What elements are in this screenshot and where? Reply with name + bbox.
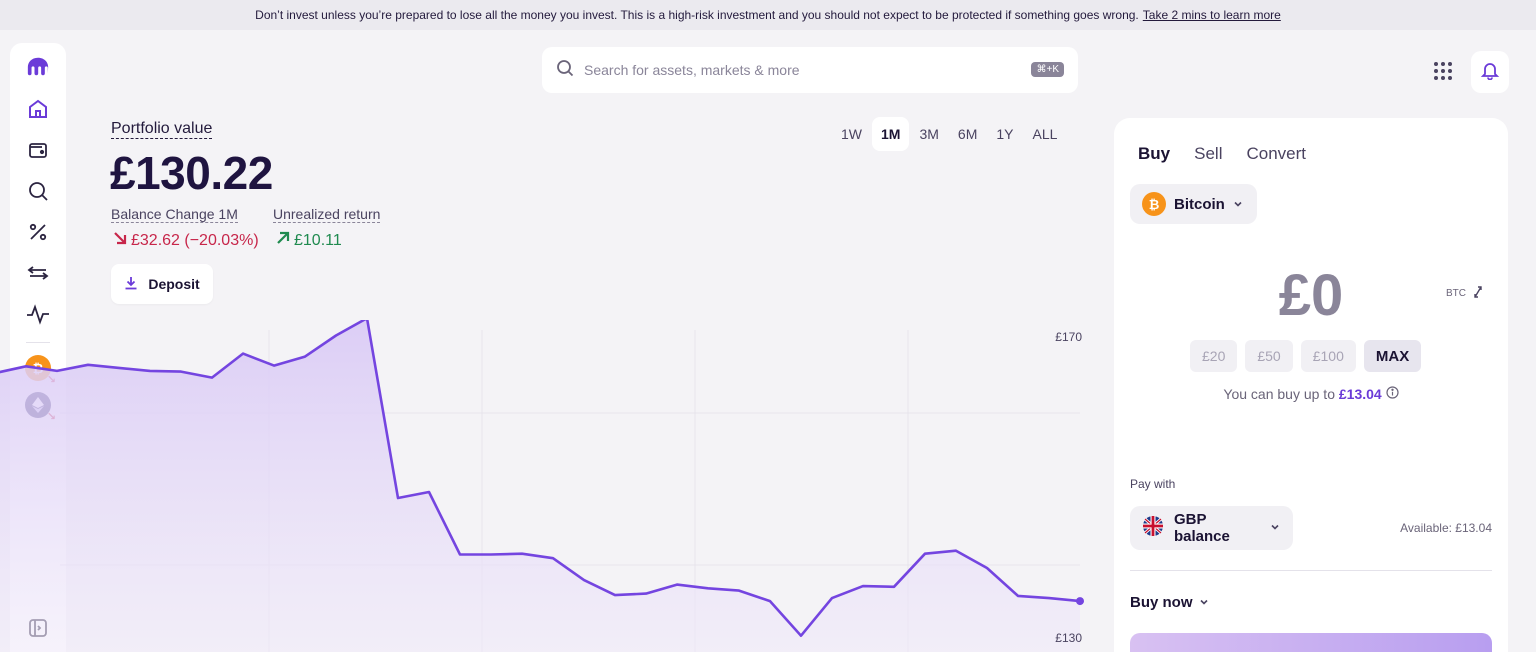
quick-amount-100-button[interactable]: £100 xyxy=(1300,340,1356,372)
info-icon[interactable] xyxy=(1385,386,1399,402)
activity-pulse-icon[interactable] xyxy=(26,302,50,326)
explore-search-icon[interactable] xyxy=(26,179,50,203)
range-1y[interactable]: 1Y xyxy=(996,126,1014,142)
unit-label: BTC xyxy=(1446,288,1466,299)
transfer-arrows-icon[interactable] xyxy=(26,261,50,285)
trend-down-icon xyxy=(113,231,127,250)
quick-amount-20-button[interactable]: £20 xyxy=(1190,340,1238,372)
buy-limit-amount: £13.04 xyxy=(1338,386,1382,402)
y-axis-label: £130 xyxy=(1055,631,1082,645)
deposit-button[interactable]: Deposit xyxy=(111,264,213,304)
panel-divider xyxy=(1130,570,1492,571)
search-input[interactable] xyxy=(584,62,1004,78)
bitcoin-icon: ₿ xyxy=(1142,192,1166,216)
home-icon[interactable] xyxy=(26,97,50,121)
balance-change-value: £32.62 (−20.03%) xyxy=(131,231,259,249)
range-all[interactable]: ALL xyxy=(1032,126,1058,142)
range-3m[interactable]: 3M xyxy=(919,126,939,142)
range-6m[interactable]: 6M xyxy=(957,126,978,142)
time-range-selector: 1W 1M 3M 6M 1Y ALL xyxy=(832,117,1067,151)
pay-with-label: Pay with xyxy=(1130,477,1176,491)
trend-up-icon xyxy=(276,231,290,250)
download-icon xyxy=(124,276,138,293)
pay-method-label: GBP balance xyxy=(1174,511,1230,545)
unrealized-return: £10.11 xyxy=(276,231,342,250)
apps-grid-icon[interactable] xyxy=(1432,60,1454,82)
balance-change-label[interactable]: Balance Change 1M xyxy=(111,206,238,223)
chevron-down-icon xyxy=(1269,520,1281,537)
kraken-logo-icon[interactable] xyxy=(26,54,50,78)
bell-icon xyxy=(1480,60,1500,85)
portfolio-chart: £170 £130 xyxy=(0,320,1084,652)
available-balance: Available: £13.04 xyxy=(1400,521,1492,535)
quick-amount-max-button[interactable]: MAX xyxy=(1363,340,1422,372)
chart-current-point xyxy=(1076,597,1084,606)
tab-buy[interactable]: Buy xyxy=(1138,144,1171,163)
chart-area xyxy=(0,320,1080,652)
pay-method-selector[interactable]: GBP balance xyxy=(1130,506,1293,550)
amount-input[interactable]: £0 xyxy=(1278,263,1344,328)
risk-banner: Don’t invest unless you’re prepared to l… xyxy=(0,0,1536,30)
buy-submit-button[interactable] xyxy=(1130,633,1492,652)
buy-limit-prefix: You can buy up to xyxy=(1223,386,1335,402)
search-bar[interactable]: ⌘+K xyxy=(542,47,1078,93)
risk-banner-text: Don’t invest unless you’re prepared to l… xyxy=(255,8,1139,22)
range-1w[interactable]: 1W xyxy=(841,126,862,142)
quick-amount-50-button[interactable]: £50 xyxy=(1245,340,1293,372)
unrealized-return-label[interactable]: Unrealized return xyxy=(273,206,381,223)
buy-limit-text: You can buy up to £13.04 xyxy=(1114,386,1508,402)
balance-change: £32.62 (−20.03%) xyxy=(113,231,259,250)
swap-unit-icon xyxy=(1472,286,1484,301)
learn-more-link[interactable]: Take 2 mins to learn more xyxy=(1142,8,1281,22)
chart-line xyxy=(0,320,1081,637)
portfolio-value: £130.22 xyxy=(110,147,273,199)
tab-sell[interactable]: Sell xyxy=(1194,144,1223,163)
asset-name: Bitcoin xyxy=(1174,195,1225,213)
earn-percent-icon[interactable] xyxy=(26,220,50,244)
chevron-down-icon xyxy=(1233,196,1243,213)
quick-amounts: £20 £50 £100 MAX xyxy=(1190,340,1422,372)
asset-selector[interactable]: ₿ Bitcoin xyxy=(1130,184,1257,224)
trade-tabs: Buy Sell Convert xyxy=(1138,144,1306,164)
sidebar-divider xyxy=(26,342,50,343)
order-type-selector[interactable]: Buy now xyxy=(1130,594,1209,611)
chevron-down-icon xyxy=(1199,594,1209,611)
uk-flag-icon xyxy=(1142,515,1164,541)
range-1m[interactable]: 1M xyxy=(872,117,910,151)
tab-convert[interactable]: Convert xyxy=(1246,144,1307,163)
unrealized-return-value: £10.11 xyxy=(294,231,342,249)
search-shortcut-badge: ⌘+K xyxy=(1031,62,1064,77)
search-icon xyxy=(556,59,574,82)
trade-panel: Buy Sell Convert ₿ Bitcoin £0 BTC £20 £50 £1… xyxy=(1114,118,1508,652)
y-axis-label: £170 xyxy=(1055,330,1082,344)
wallet-icon[interactable] xyxy=(26,138,50,162)
deposit-label: Deposit xyxy=(148,276,200,292)
notifications-button[interactable] xyxy=(1471,51,1509,93)
unit-toggle[interactable]: BTC xyxy=(1446,286,1484,301)
portfolio-value-label[interactable]: Portfolio value xyxy=(111,120,213,139)
order-type-label: Buy now xyxy=(1130,594,1193,611)
